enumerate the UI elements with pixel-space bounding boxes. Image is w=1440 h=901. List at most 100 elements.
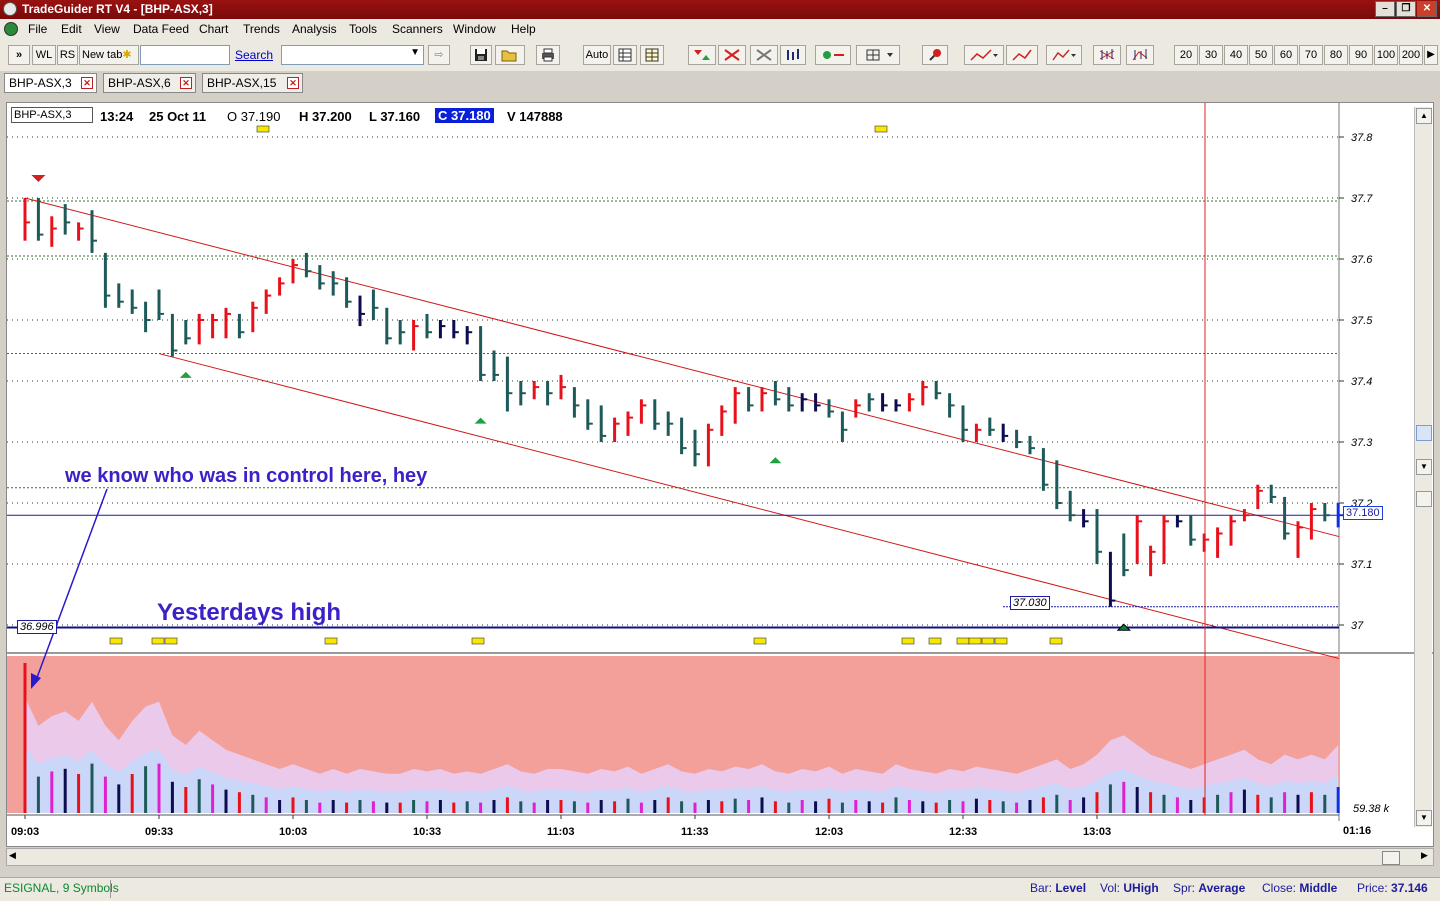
go-arrow-icon[interactable]: ⇨ — [428, 45, 450, 65]
trend-line-icon[interactable] — [964, 45, 1004, 65]
upper-channel-line — [24, 197, 1340, 538]
scan-alert-icon[interactable] — [1126, 45, 1154, 65]
vertical-scrollbar[interactable]: ▲ ▼ ▼ — [1414, 107, 1432, 827]
x-tick-label: 09:33 — [145, 826, 173, 838]
up-triangle-marker — [769, 457, 782, 464]
horizontal-scrollbar[interactable]: ◀ ▶ — [6, 848, 1434, 866]
chart-area[interactable]: 37 37.1 37.2 37.3 37.4 37.5 37.6 37.7 37.8 09:03… — [6, 102, 1434, 847]
menu-window[interactable]: Window — [453, 22, 496, 36]
scroll-up-icon[interactable]: ▲ — [1416, 108, 1432, 124]
menu-help[interactable]: Help — [511, 22, 536, 36]
yellow-indicator-marker — [471, 637, 485, 645]
scroll-down-icon[interactable]: ▼ — [1416, 459, 1432, 475]
pin-icon[interactable] — [922, 45, 948, 65]
menu-edit[interactable]: Edit — [61, 22, 82, 36]
bar-hidden-icon[interactable] — [750, 45, 778, 65]
open-folder-icon[interactable] — [495, 45, 525, 65]
period-30-button[interactable]: 30 — [1199, 45, 1223, 65]
yellow-indicator-marker — [928, 637, 942, 645]
close-tab-icon[interactable]: ✕ — [180, 77, 192, 89]
zoom-handle[interactable] — [1416, 491, 1432, 507]
status-divider — [110, 880, 111, 898]
x-tick-label: 11:03 — [547, 826, 575, 838]
close-button[interactable]: ✕ — [1417, 1, 1437, 17]
restore-button[interactable]: ❐ — [1396, 1, 1416, 17]
wl-button[interactable]: WL — [32, 45, 56, 65]
menu-data-feed[interactable]: Data Feed — [133, 22, 190, 36]
double-chevron-icon[interactable]: » — [8, 45, 30, 65]
rs-button[interactable]: RS — [57, 45, 78, 65]
control-annotation: we know who was in control here, hey — [65, 465, 428, 487]
chart-window-icon[interactable] — [4, 22, 18, 36]
period-100-button[interactable]: 100 — [1374, 45, 1398, 65]
info-low: L 37.160 — [369, 109, 421, 124]
period-60-button[interactable]: 60 — [1274, 45, 1298, 65]
period-20-button[interactable]: 20 — [1174, 45, 1198, 65]
scroll-left-icon[interactable]: ◀ — [9, 850, 16, 860]
menu-file[interactable]: File — [28, 22, 48, 36]
scroll-thumb[interactable] — [1416, 425, 1432, 441]
menu-trends[interactable]: Trends — [243, 22, 280, 36]
minimize-button[interactable]: – — [1375, 1, 1395, 17]
yesterday-high-value-box: 36.996 — [17, 620, 57, 634]
auto-button[interactable]: Auto — [583, 45, 611, 65]
period-40-button[interactable]: 40 — [1224, 45, 1248, 65]
tab-bhp-asx-6[interactable]: BHP-ASX,6 ✕ — [103, 73, 196, 93]
y-tick-label: 37.7 — [1351, 193, 1373, 205]
symbol-box[interactable]: BHP-ASX,3 — [11, 107, 93, 123]
save-icon[interactable] — [470, 45, 492, 65]
app-icon — [3, 2, 17, 16]
x-tick-label: 10:03 — [279, 826, 307, 838]
scroll-right-icon[interactable]: ▶ — [1421, 850, 1428, 860]
yellow-indicator-marker — [956, 637, 970, 645]
grid-layout-icon[interactable] — [613, 45, 637, 65]
period-200-button[interactable]: 200 — [1399, 45, 1423, 65]
close-tab-icon[interactable]: ✕ — [81, 77, 93, 89]
menu-tools[interactable]: Tools — [349, 22, 378, 36]
symbol-input[interactable] — [140, 45, 230, 65]
menu-chart[interactable]: Chart — [199, 22, 229, 36]
yellow-indicator-marker — [256, 125, 270, 133]
status-price: Price: 37.146 — [1357, 881, 1428, 895]
annotation-arrow-head — [31, 673, 41, 689]
sparkle-icon: ✱ — [122, 49, 132, 61]
annotation-arrow-line — [34, 488, 108, 684]
search-link[interactable]: Search — [235, 48, 274, 62]
period-90-button[interactable]: 90 — [1349, 45, 1373, 65]
new-tab-button[interactable]: New tab✱ — [79, 45, 139, 65]
ohlc-bars-icon[interactable] — [780, 45, 806, 65]
trend-dropdown-icon[interactable] — [1046, 45, 1082, 65]
period-80-button[interactable]: 80 — [1324, 45, 1348, 65]
period-50-button[interactable]: 50 — [1249, 45, 1273, 65]
table-layout-icon[interactable] — [640, 45, 664, 65]
print-icon[interactable] — [536, 45, 560, 65]
volume-scroll-down-icon[interactable]: ▼ — [1416, 810, 1432, 826]
bar-down-up-icon[interactable] — [688, 45, 716, 65]
trend-channel-icon[interactable] — [1006, 45, 1038, 65]
bar-cross-icon[interactable] — [718, 45, 746, 65]
y-tick-label: 37.4 — [1351, 376, 1372, 388]
window-title: TradeGuider RT V4 - [BHP-ASX,3] — [22, 2, 213, 16]
layout-dropdown-icon[interactable] — [856, 45, 900, 65]
scan-bars-icon[interactable] — [1093, 45, 1121, 65]
status-spread-mode: Spr: Average — [1173, 881, 1246, 895]
up-triangle-marker — [1116, 623, 1132, 631]
volume-scale-label: 59.38 k — [1353, 803, 1390, 815]
tab-bhp-asx-15[interactable]: BHP-ASX,15 ✕ — [202, 73, 303, 93]
hscroll-thumb[interactable] — [1382, 851, 1400, 865]
menu-view[interactable]: View — [94, 22, 120, 36]
menu-analysis[interactable]: Analysis — [292, 22, 337, 36]
status-vol-mode: Vol: UHigh — [1100, 881, 1159, 895]
search-dropdown[interactable]: ▼ — [281, 45, 424, 65]
info-date: 25 Oct 11 — [149, 109, 207, 124]
close-tab-icon[interactable]: ✕ — [287, 77, 299, 89]
toolbar-more-chevron-icon[interactable]: ▶ — [1424, 45, 1438, 65]
yellow-indicator-marker — [1049, 637, 1063, 645]
menu-scanners[interactable]: Scanners — [392, 22, 443, 36]
period-70-button[interactable]: 70 — [1299, 45, 1323, 65]
tab-bhp-asx-3[interactable]: BHP-ASX,3 ✕ — [4, 73, 97, 93]
status-bar: ESIGNAL, 9 Symbols Bar: Level Vol: UHigh… — [0, 877, 1440, 901]
yellow-indicator-marker — [753, 637, 767, 645]
indicator-icon[interactable] — [815, 45, 851, 65]
